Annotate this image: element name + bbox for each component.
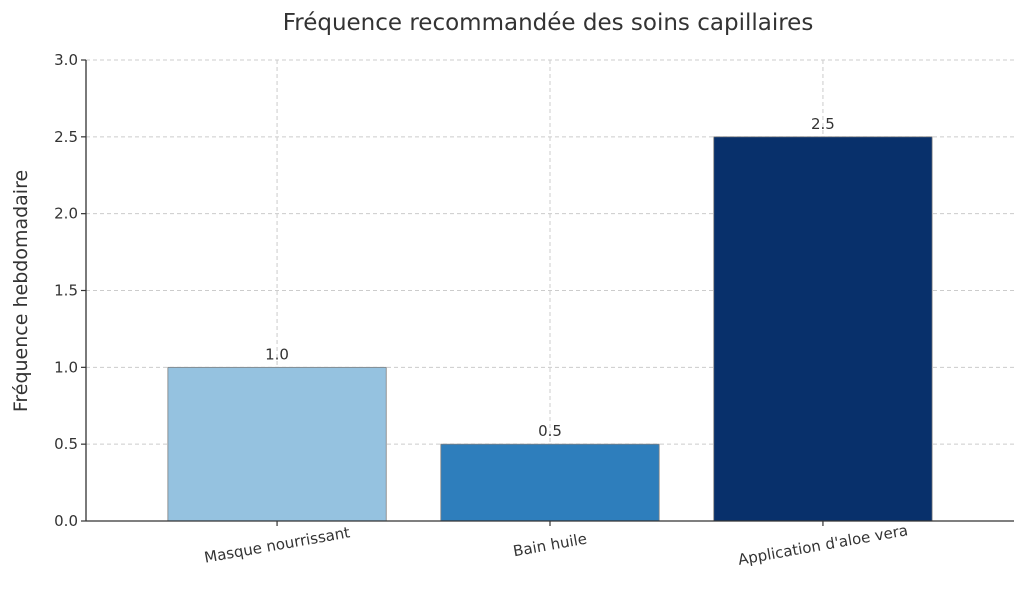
y-tick-label: 2.0 <box>54 205 78 223</box>
data-label-1: 1.0 <box>265 345 289 363</box>
data-label-2: 0.5 <box>538 422 562 440</box>
y-tick-label: 3.0 <box>54 51 78 69</box>
bar-2 <box>440 443 660 522</box>
data-label-3: 2.5 <box>811 115 835 133</box>
labels-layer: 1.0 0.5 2.5 <box>265 115 835 440</box>
x-tick-label-2: Bain huile <box>512 530 589 561</box>
y-tick-label: 1.0 <box>54 358 78 376</box>
bar-1 <box>167 366 387 522</box>
y-axis-label: Fréquence hebdomadaire <box>10 170 32 412</box>
x-tick-label-3: Application d'aloe vera <box>737 521 910 569</box>
y-tick-label: 2.5 <box>54 128 78 146</box>
x-tick-label-1: Masque nourrissant <box>203 523 352 566</box>
bars-layer <box>167 136 933 522</box>
y-tick-label: 0.5 <box>54 435 78 453</box>
chart-title: Fréquence recommandée des soins capillai… <box>283 10 814 36</box>
y-tick-label: 1.5 <box>54 282 78 300</box>
y-tick-label: 0.0 <box>54 512 78 530</box>
bar-3 <box>713 136 933 522</box>
